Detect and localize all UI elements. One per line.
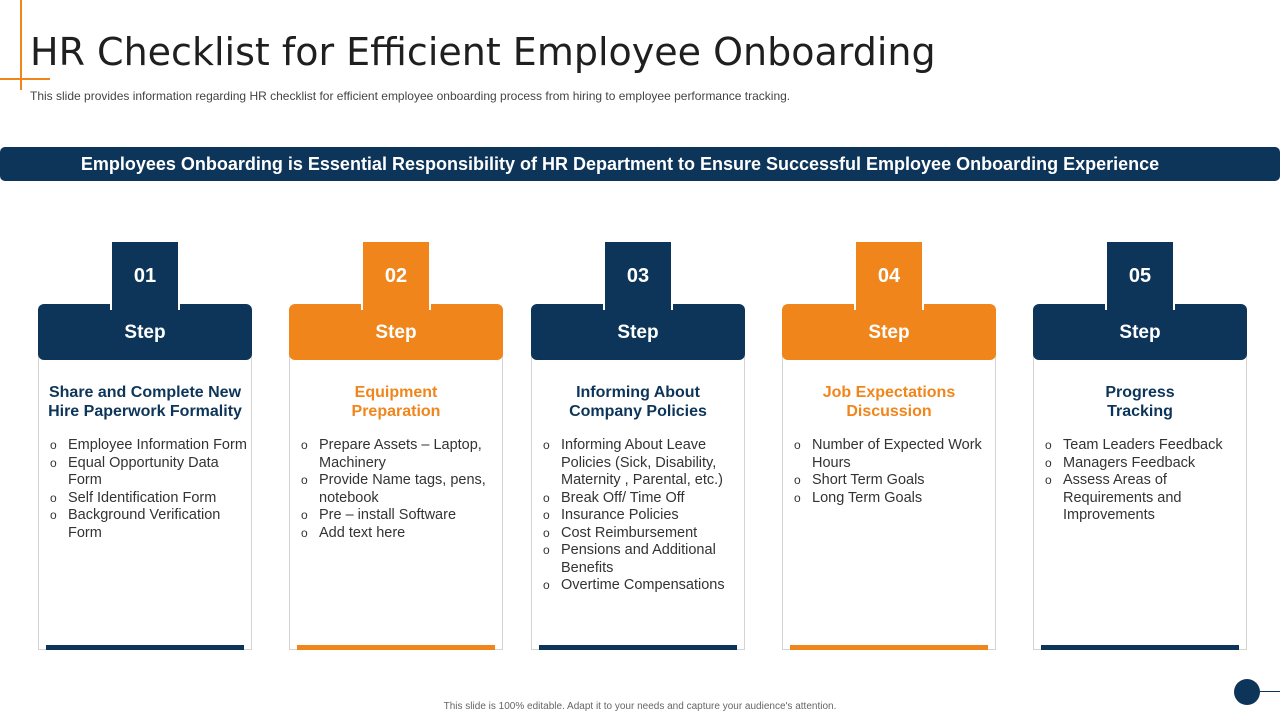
banner-text: Employees Onboarding is Essential Respon… [80,154,1160,174]
list-item: Provide Name tags, pens, notebook [301,472,501,507]
step-bottom-bar [46,645,244,650]
list-item: Pre – install Software [301,507,501,525]
step-card-3: Step 03 Informing About Company Policies… [531,240,745,650]
page-subtitle: This slide provides information regardin… [30,89,791,103]
step-bottom-bar [297,645,495,650]
footer-note: This slide is 100% editable. Adapt it to… [443,701,837,712]
list-item: Long Term Goals [794,490,994,508]
corner-accent-horizontal [0,78,50,80]
step-title: Job Expectations Discussion [822,384,956,420]
step-header: Step [1033,304,1247,360]
list-item: Informing About Leave Policies (Sick, Di… [543,437,743,490]
step-number: 02 [361,240,431,310]
list-item: Break Off/ Time Off [543,490,743,508]
step-title: Progress Tracking [1105,384,1175,420]
step-number: 03 [603,240,673,310]
step-title: Share and Complete New Hire Paperwork Fo… [48,384,242,420]
step-bottom-bar [539,645,737,650]
step-card-2: Step 02 Equipment Preparation Prepare As… [289,240,503,650]
list-item: Insurance Policies [543,507,743,525]
list-item: Managers Feedback [1045,455,1245,473]
list-item: Short Term Goals [794,472,994,490]
step-bottom-bar [790,645,988,650]
list-item: Employee Information Form [50,437,250,455]
step-number: 04 [854,240,924,310]
list-item: Equal Opportunity Data Form [50,455,250,490]
page-indicator-dot [1234,679,1260,705]
step-items: Team Leaders Feedback Managers Feedback … [1045,437,1245,525]
step-items: Number of Expected Work Hours Short Term… [794,437,994,507]
list-item: Self Identification Form [50,490,250,508]
step-number: 05 [1105,240,1175,310]
list-item: Overtime Compensations [543,577,743,595]
step-items: Prepare Assets – Laptop, Machinery Provi… [301,437,501,542]
list-item: Team Leaders Feedback [1045,437,1245,455]
list-item: Add text here [301,525,501,543]
step-number: 01 [110,240,180,310]
page-indicator-line [1258,691,1280,692]
step-header: Step [782,304,996,360]
list-item: Cost Reimbursement [543,525,743,543]
step-header: Step [289,304,503,360]
list-item: Pensions and Additional Benefits [543,542,743,577]
step-title: Equipment Preparation [351,384,441,420]
corner-accent-vertical [20,0,22,90]
list-item: Background Verification Form [50,507,250,542]
list-item: Assess Areas of Requirements and Improve… [1045,472,1245,525]
step-bottom-bar [1041,645,1239,650]
step-items: Informing About Leave Policies (Sick, Di… [543,437,743,595]
step-title: Informing About Company Policies [569,384,707,420]
list-item: Prepare Assets – Laptop, Machinery [301,437,501,472]
step-header: Step [38,304,252,360]
step-card-1: Step 01 Share and Complete New Hire Pape… [38,240,252,650]
step-items: Employee Information Form Equal Opportun… [50,437,250,542]
step-header: Step [531,304,745,360]
banner: Employees Onboarding is Essential Respon… [0,147,1280,181]
step-card-4: Step 04 Job Expectations Discussion Numb… [782,240,996,650]
step-card-5: Step 05 Progress Tracking Team Leaders F… [1033,240,1247,650]
page-title: HR Checklist for Efficient Employee Onbo… [30,30,936,74]
list-item: Number of Expected Work Hours [794,437,994,472]
